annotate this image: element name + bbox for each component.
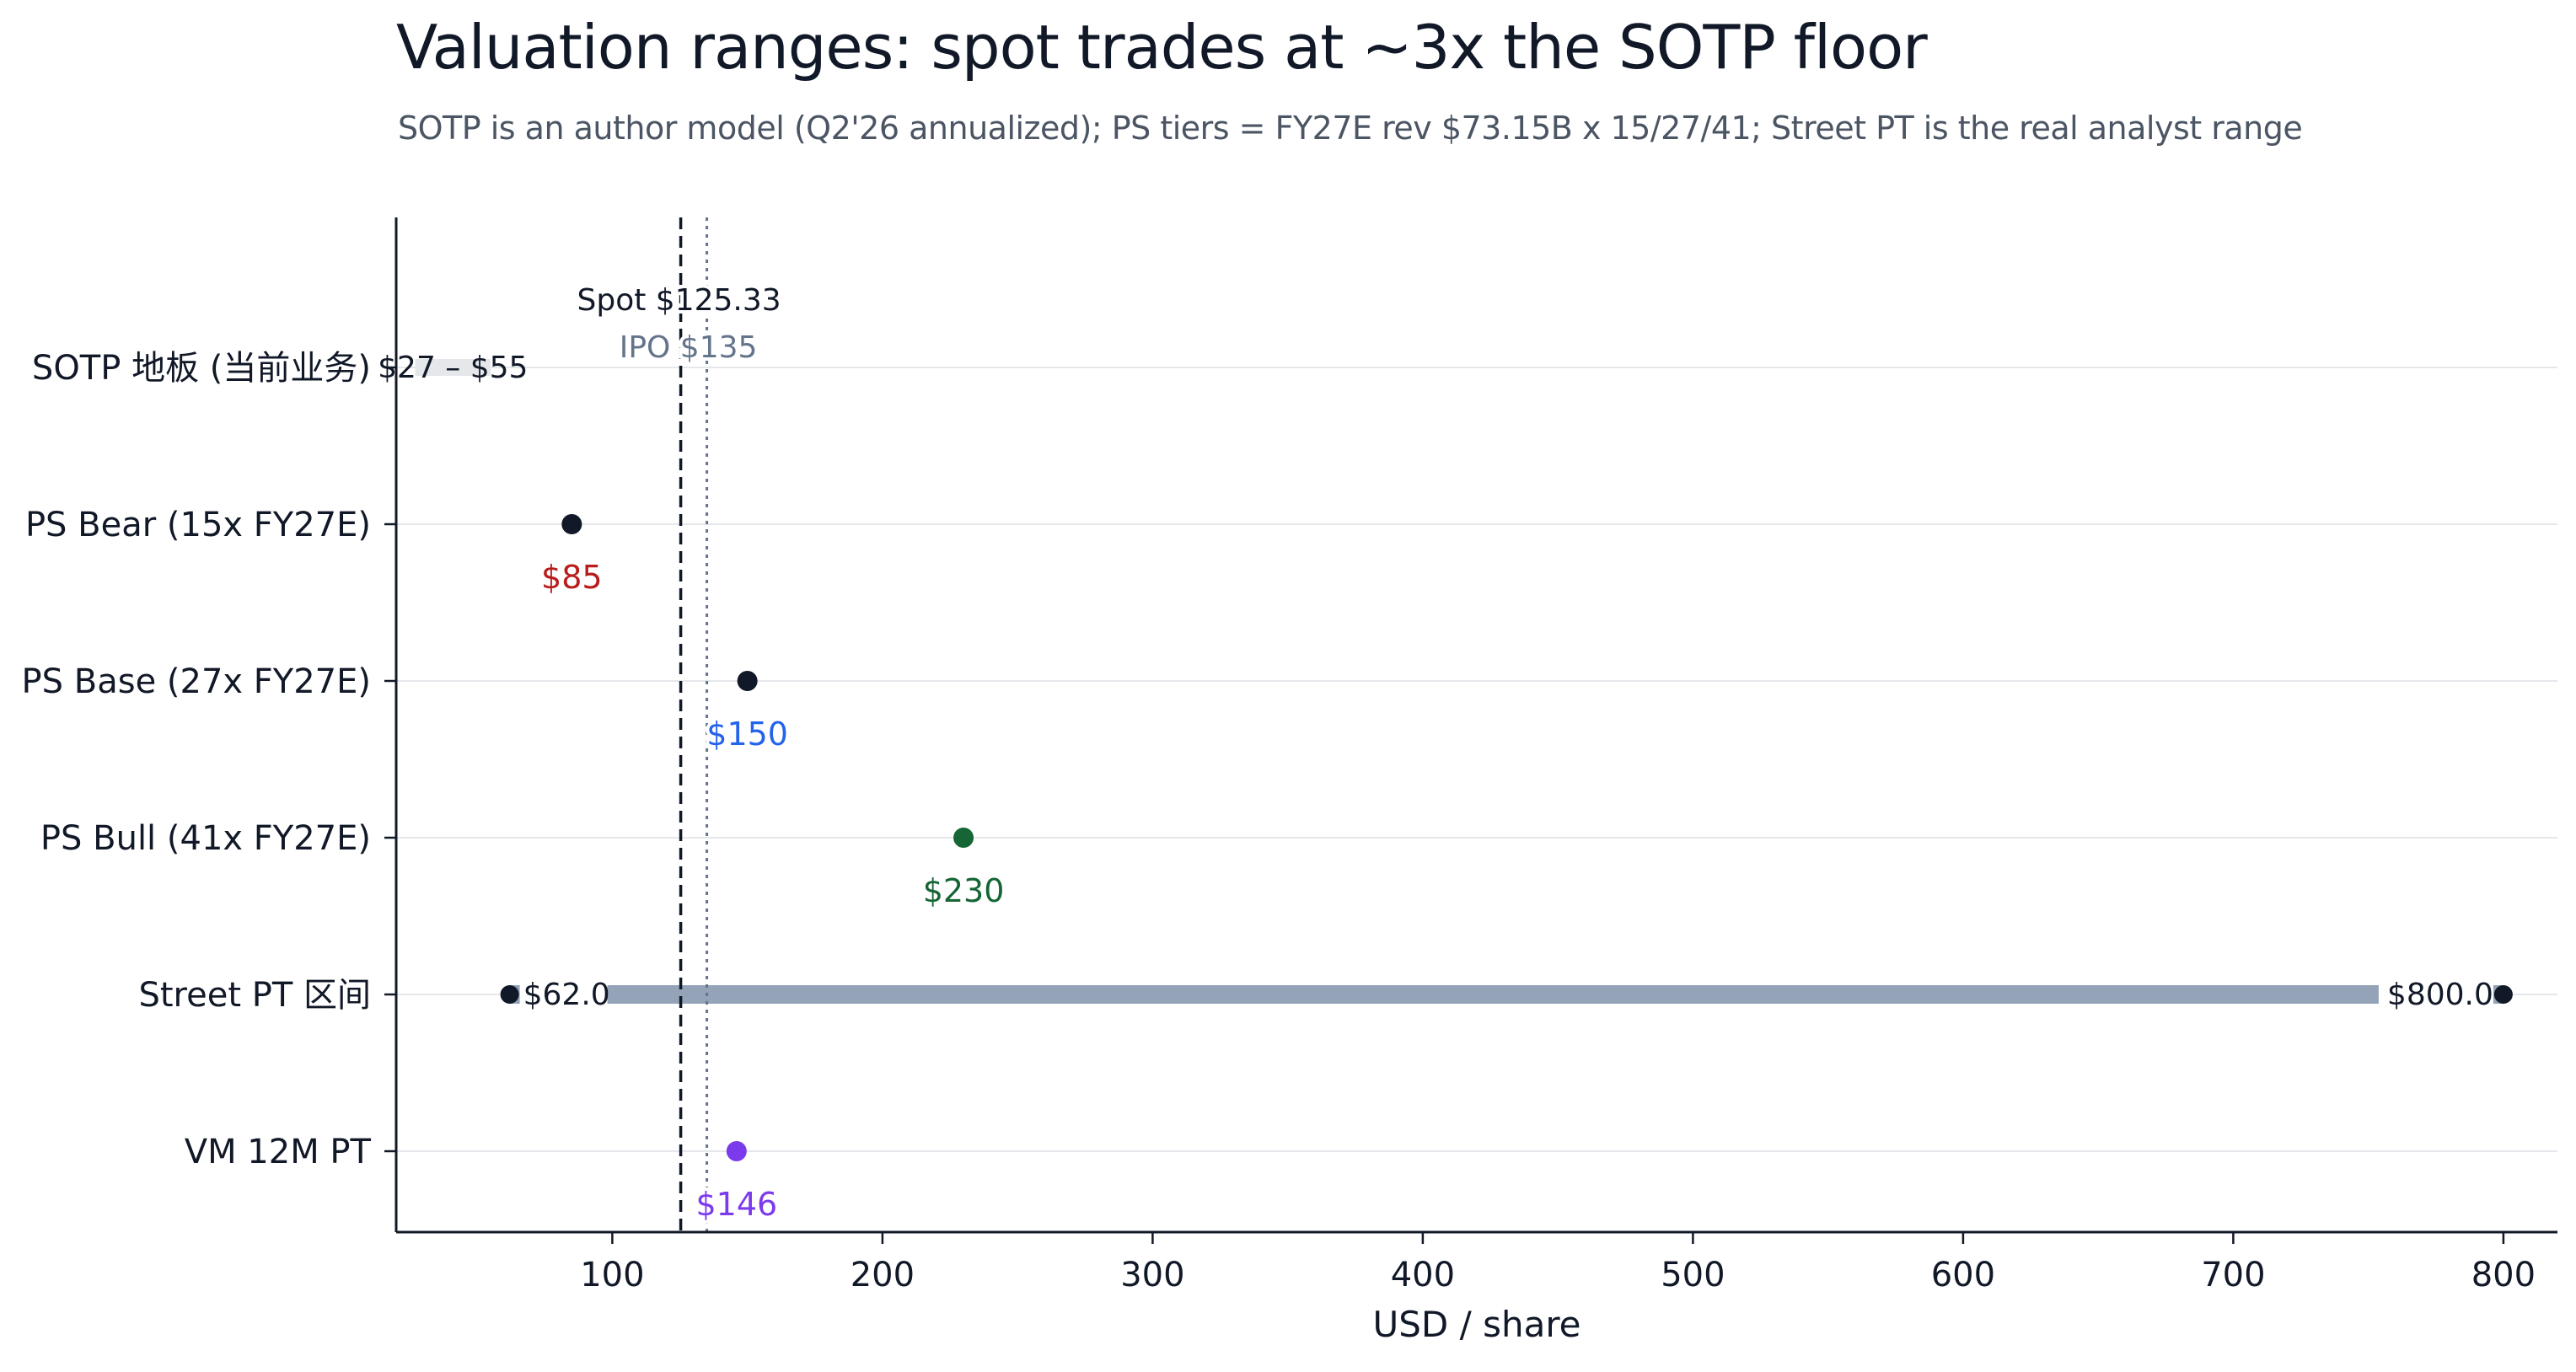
spot-label: Spot $125.33: [577, 283, 781, 318]
y-tick-label: VM 12M PT: [185, 1133, 372, 1171]
range-high-label: $800.0: [2387, 978, 2493, 1012]
x-tick-label: 100: [580, 1256, 644, 1294]
range-label: $27 – $55: [378, 351, 528, 385]
range-low-label: $62.0: [523, 978, 610, 1012]
x-tick-label: 300: [1120, 1256, 1184, 1294]
x-tick-label: 500: [1661, 1256, 1725, 1294]
chart-title: Valuation ranges: spot trades at ~3x the…: [396, 12, 1928, 83]
data-label: $85: [541, 559, 603, 596]
data-label: $150: [706, 715, 788, 753]
range-bar: [415, 359, 491, 376]
y-tick-label: PS Bull (41x FY27E): [40, 819, 371, 858]
range-low-marker: [500, 985, 519, 1004]
ipo-label: IPO $135: [620, 330, 758, 365]
data-point: [737, 671, 758, 691]
x-tick-label: 400: [1391, 1256, 1455, 1294]
x-tick-label: 600: [1931, 1256, 1995, 1294]
data-point: [953, 828, 974, 848]
x-tick-label: 800: [2471, 1256, 2536, 1294]
chart-subtitle: SOTP is an author model (Q2'26 annualize…: [398, 110, 2303, 147]
range-label-bg: [2378, 973, 2493, 1013]
data-label: $146: [695, 1186, 777, 1223]
range-high-marker: [2493, 985, 2513, 1004]
y-tick-label: PS Base (27x FY27E): [22, 662, 371, 701]
x-axis-label: USD / share: [1372, 1304, 1580, 1345]
range-label-bg: [519, 973, 608, 1013]
data-point: [561, 514, 582, 534]
x-tick-label: 700: [2201, 1256, 2265, 1294]
data-point: [726, 1141, 747, 1161]
range-bar: [509, 985, 2504, 1004]
y-tick-label: PS Bear (15x FY27E): [25, 506, 371, 544]
data-label: $230: [923, 872, 1005, 909]
y-tick-label: Street PT 区间: [138, 976, 371, 1015]
y-tick-label: SOTP 地板 (当前业务): [32, 349, 371, 388]
x-tick-label: 200: [851, 1256, 915, 1294]
